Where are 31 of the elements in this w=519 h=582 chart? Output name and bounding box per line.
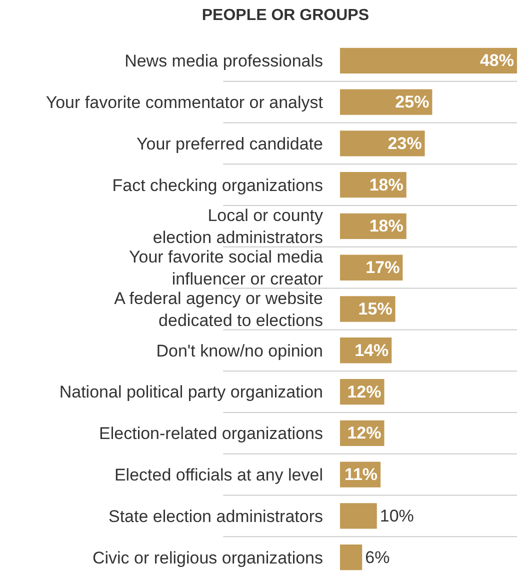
data-label: 25% [395, 92, 430, 112]
data-label: 10% [380, 506, 414, 526]
data-label: 12% [347, 424, 382, 443]
chart-title: PEOPLE OR GROUPS [202, 6, 370, 24]
data-label: 23% [388, 134, 422, 153]
y-tick-label: Election-related organizations [99, 424, 323, 444]
y-tick-label: Fact checking organizations [112, 176, 323, 195]
y-tick-label: A federal agency or website dedicated to elections [114, 288, 323, 330]
y-tick-label: Your favorite commentator or analyst [46, 93, 324, 112]
y-tick-label: National political party organization [59, 382, 323, 402]
bar [340, 544, 362, 570]
data-label: 17% [366, 258, 400, 278]
y-tick-label: Your preferred candidate [136, 134, 323, 154]
data-label: 18% [369, 175, 404, 194]
data-label: 18% [369, 216, 404, 236]
y-tick-label: State election administrators [108, 506, 323, 526]
data-label: 14% [354, 340, 389, 360]
bar [340, 503, 377, 529]
data-label: 11% [344, 465, 378, 484]
data-label: 48% [480, 51, 514, 70]
y-tick-label: News media professionals [124, 52, 323, 71]
y-tick-label: Civic or religious organizations [92, 548, 323, 568]
data-label: 12% [347, 382, 382, 402]
y-tick-label: Local or county election administrators [152, 206, 324, 248]
y-tick-label: Elected officials at any level [114, 465, 323, 484]
bar [340, 130, 425, 156]
y-tick-label: Don't know/no opinion [156, 341, 323, 360]
data-label: 6% [365, 548, 390, 567]
bar [340, 48, 517, 74]
data-label: 15% [358, 300, 392, 318]
y-tick-label: Your favorite social media influencer or creator [128, 248, 324, 289]
